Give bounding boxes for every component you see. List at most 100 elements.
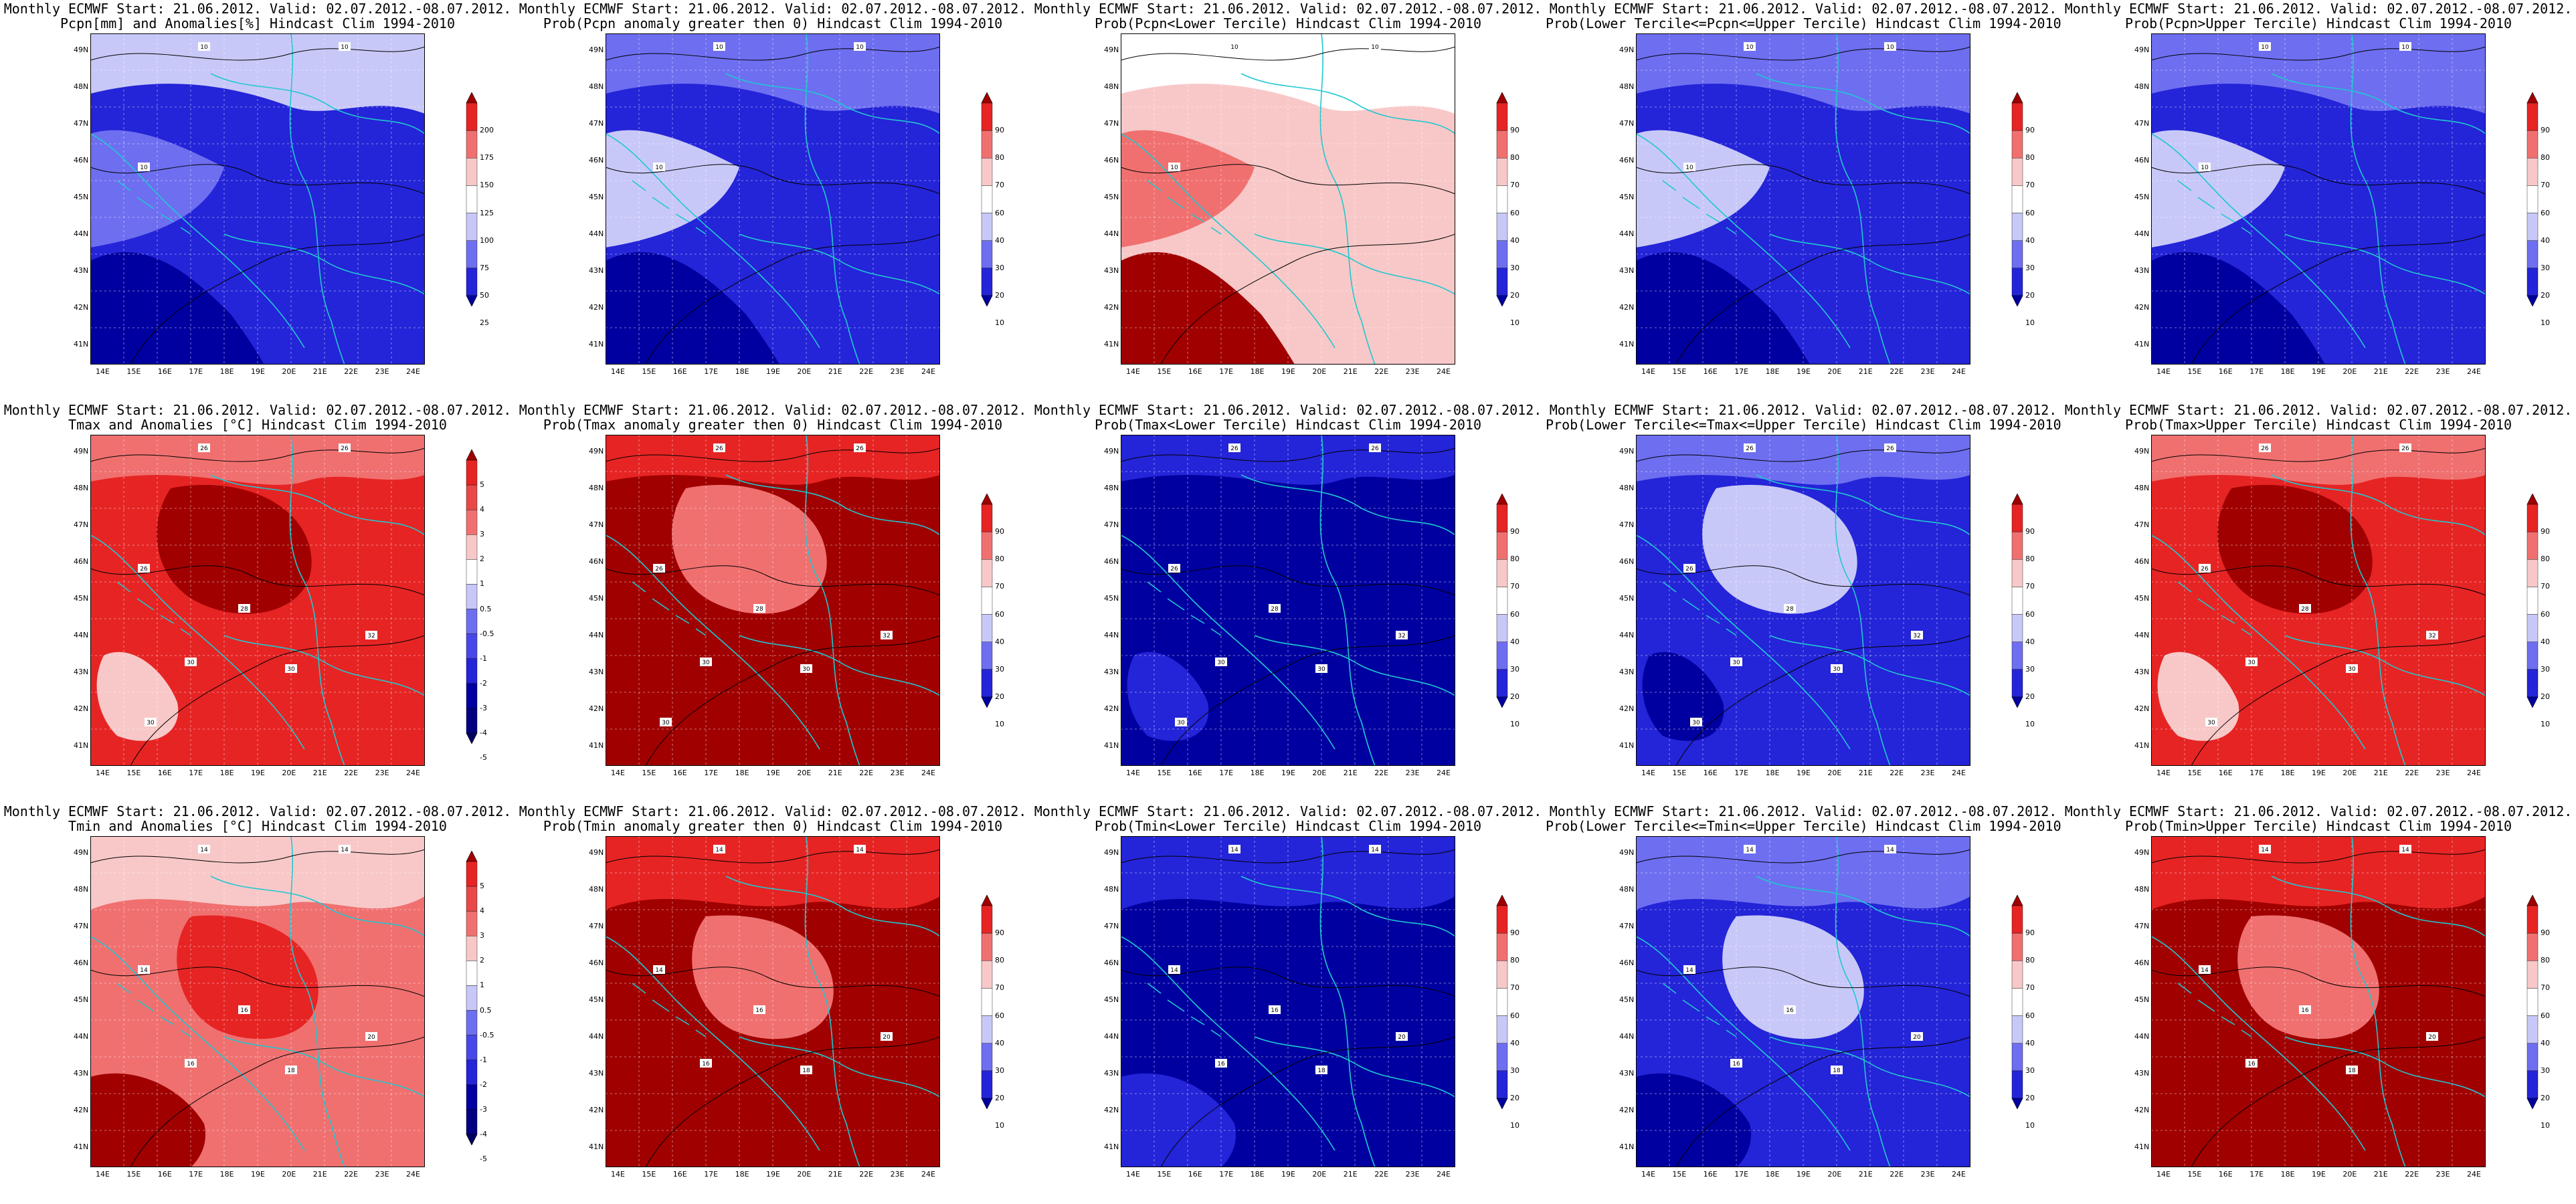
latitude-tick-label: 42N bbox=[2134, 1106, 2150, 1114]
longitude-tick-label: 20E bbox=[2342, 769, 2357, 777]
panel-title-line2: Prob(Lower Tercile<=Tmax<=Upper Tercile)… bbox=[1546, 417, 2061, 433]
map-canvas: 26 26 26 28 30 30 32 30 bbox=[1121, 435, 1455, 766]
colorbar: 90 80 70 60 40 30 20 10 bbox=[2526, 494, 2566, 728]
longitude-tick-label: 15E bbox=[2187, 769, 2202, 777]
svg-text:20: 20 bbox=[2428, 1034, 2436, 1041]
colorbar-level-label: 75 bbox=[480, 263, 489, 272]
colorbar-end-triangle bbox=[1496, 1098, 1508, 1109]
longitude-tick-label: 18E bbox=[2280, 769, 2295, 777]
colorbar-segment bbox=[2011, 504, 2023, 532]
svg-text:26: 26 bbox=[655, 566, 663, 573]
colorbar-segment bbox=[1496, 932, 1508, 961]
longitude-tick-label: 17E bbox=[189, 1170, 203, 1179]
contour-label: 30 bbox=[1690, 718, 1702, 726]
coastline-border bbox=[223, 1036, 425, 1098]
coastline-border bbox=[2177, 581, 2252, 636]
longitude-tick-label: 21E bbox=[2373, 769, 2388, 777]
longitude-tick-label: 23E bbox=[890, 769, 905, 777]
latitude-tick-label: 47N bbox=[2134, 119, 2150, 128]
shaded-region bbox=[606, 252, 779, 365]
latitude-tick-label: 46N bbox=[2134, 557, 2150, 566]
colorbar: 90 80 70 60 40 30 20 10 bbox=[980, 494, 1020, 728]
latitude-tick-label: 49N bbox=[74, 848, 89, 857]
longitude-tick-label: 17E bbox=[189, 769, 203, 777]
contour-label: 26 bbox=[2199, 564, 2211, 573]
colorbar-end-triangle bbox=[466, 92, 478, 104]
longitude-tick-label: 17E bbox=[1219, 769, 1234, 777]
colorbar-end-triangle bbox=[1496, 92, 1508, 104]
svg-text:10: 10 bbox=[2201, 165, 2209, 171]
colorbar-segment bbox=[2526, 504, 2539, 532]
colorbar-segment bbox=[2011, 905, 2023, 934]
svg-text:14: 14 bbox=[655, 967, 663, 974]
panel-title-line2: Prob(Tmax<Lower Tercile) Hindcast Clim 1… bbox=[1095, 417, 1481, 433]
latitude-tick-label: 41N bbox=[74, 1142, 89, 1151]
colorbar-level-label: 90 bbox=[1510, 126, 1520, 135]
forecast-map: 14 14 14 16 16 18 20 bbox=[90, 836, 425, 1167]
colorbar-segment bbox=[981, 268, 993, 296]
colorbar-segment bbox=[466, 1060, 478, 1086]
longitude-tick-label: 18E bbox=[2280, 367, 2295, 376]
colorbar-level-label: 10 bbox=[995, 318, 1004, 328]
colorbar-level-label: 175 bbox=[480, 153, 494, 163]
longitude-tick-label: 18E bbox=[1765, 1170, 1780, 1179]
svg-text:28: 28 bbox=[2301, 606, 2309, 613]
longitude-tick-label: 24E bbox=[406, 769, 420, 777]
longitude-tick-label: 22E bbox=[2405, 367, 2419, 376]
colorbar-level-label: 10 bbox=[2025, 720, 2035, 729]
longitude-tick-label: 20E bbox=[282, 367, 296, 376]
svg-text:30: 30 bbox=[2247, 660, 2256, 666]
contour-label: 16 bbox=[1215, 1059, 1227, 1068]
contour-label: 26 bbox=[198, 443, 210, 452]
svg-text:30: 30 bbox=[1833, 666, 1841, 673]
map-canvas: 10 10 10 bbox=[1121, 33, 1455, 365]
longitude-tick-label: 22E bbox=[2405, 769, 2419, 777]
latitude-tick-label: 49N bbox=[74, 45, 89, 54]
coastline-border bbox=[1636, 534, 1851, 750]
svg-text:32: 32 bbox=[1913, 633, 1920, 639]
contour-line bbox=[2191, 1036, 2486, 1167]
contour-line bbox=[1636, 447, 1970, 462]
colorbar-level-label: 80 bbox=[2541, 555, 2550, 564]
latitude-tick-label: 44N bbox=[2134, 229, 2150, 238]
map-panel: Monthly ECMWF Start: 21.06.2012. Valid: … bbox=[2061, 401, 2576, 803]
colorbar-segment bbox=[2011, 158, 2023, 186]
colorbar-level-label: 3 bbox=[480, 530, 484, 539]
longitude-tick-label: 19E bbox=[2312, 367, 2326, 376]
forecast-map: 14 14 14 16 16 18 20 bbox=[1121, 836, 1455, 1167]
panel-title-line2: Prob(Pcpn anomaly greater then 0) Hindca… bbox=[543, 15, 1003, 31]
colorbar-segment bbox=[1496, 961, 1508, 989]
coastline-border bbox=[2284, 635, 2486, 696]
colorbar-level-label: 10 bbox=[1510, 318, 1520, 328]
colorbar-segment bbox=[2011, 669, 2023, 698]
coastline-border bbox=[223, 635, 425, 696]
contour-line bbox=[606, 967, 940, 997]
contour-label: 18 bbox=[1831, 1066, 1843, 1074]
longitude-tick-label: 16E bbox=[2218, 367, 2233, 376]
contour-label: 14 bbox=[2199, 965, 2211, 974]
colorbar-level-label: 100 bbox=[480, 235, 494, 245]
coastline-border bbox=[1254, 635, 1455, 696]
contour-line bbox=[130, 635, 425, 766]
colorbar-level-label: 0.5 bbox=[480, 604, 492, 613]
contour-label: 26 bbox=[2259, 443, 2271, 452]
colorbar-level-label: 25 bbox=[480, 318, 489, 328]
shaded-region bbox=[2151, 33, 2486, 114]
coastline-border bbox=[2151, 534, 2366, 750]
contour-line bbox=[1675, 635, 1970, 766]
longitude-tick-label: 22E bbox=[344, 769, 359, 777]
longitude-tick-label: 22E bbox=[859, 367, 874, 376]
panel-title-line2: Prob(Tmin anomaly greater then 0) Hindca… bbox=[543, 818, 1003, 834]
colorbar-level-label: 60 bbox=[1510, 1011, 1520, 1020]
coastline-border bbox=[210, 474, 425, 536]
longitude-tick-label: 15E bbox=[1157, 1170, 1172, 1179]
coastline-border bbox=[1319, 836, 1376, 1167]
svg-text:10: 10 bbox=[2401, 44, 2409, 51]
colorbar-segment bbox=[466, 1109, 478, 1135]
contour-line bbox=[1121, 565, 1455, 596]
colorbar-segment bbox=[2526, 932, 2539, 961]
svg-text:26: 26 bbox=[856, 445, 864, 452]
map-panel: Monthly ECMWF Start: 21.06.2012. Valid: … bbox=[1030, 401, 1546, 803]
colorbar: 90 80 70 60 40 30 20 10 bbox=[1495, 895, 1536, 1130]
contour-label: 30 bbox=[2245, 658, 2258, 666]
